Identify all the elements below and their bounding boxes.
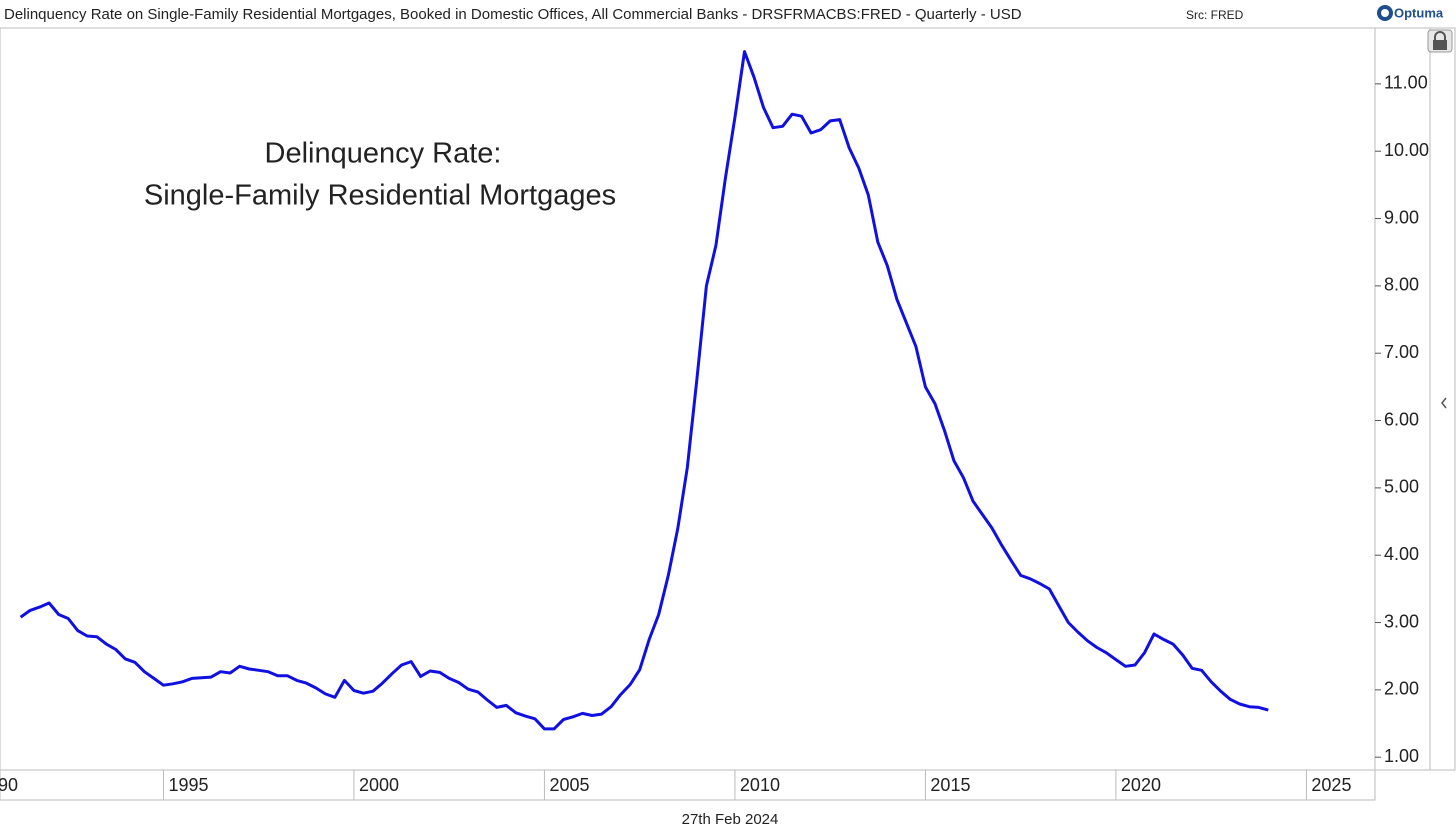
y-tick-label: 11.00 [1384,73,1428,93]
x-tick-label: 1990 [0,775,18,795]
chart-title: Delinquency Rate on Single-Family Reside… [4,6,1022,23]
collapse-arrow[interactable] [1441,397,1447,409]
y-tick-label: 3.00 [1384,611,1419,631]
x-tick-label: 2015 [930,775,970,795]
y-tick-label: 6.00 [1384,409,1419,429]
x-tick-label: 2005 [549,775,589,795]
y-tick-label: 7.00 [1384,342,1419,362]
x-tick-label: 1995 [168,775,208,795]
x-axis-panel [0,769,1376,801]
x-tick-label: 2025 [1311,775,1351,795]
brand-logo-inner [1381,9,1389,17]
x-tick-label: 2010 [740,775,780,795]
annotation: Delinquency Rate: [265,138,502,170]
data-line [19,50,1269,731]
y-tick-label: 1.00 [1384,746,1419,766]
plot-frame [0,27,1376,771]
source: Src: FRED [1186,8,1244,22]
y-tick-label: 8.00 [1384,275,1419,295]
side-panel [1429,27,1456,771]
x-tick-label: 2020 [1121,775,1161,795]
x-tick-label: 2000 [359,775,399,795]
lock-icon[interactable] [1427,29,1453,53]
y-tick-label: 2.00 [1384,679,1419,699]
brand: Optuma [1394,5,1444,20]
y-tick-label: 5.00 [1384,477,1419,497]
annotation: Single-Family Residential Mortgages [144,180,616,212]
y-tick-label: 9.00 [1384,207,1419,227]
date-label: 27th Feb 2024 [682,811,779,828]
y-axis-panel [1374,27,1431,771]
y-tick-label: 10.00 [1384,140,1429,160]
y-tick-label: 4.00 [1384,544,1419,564]
